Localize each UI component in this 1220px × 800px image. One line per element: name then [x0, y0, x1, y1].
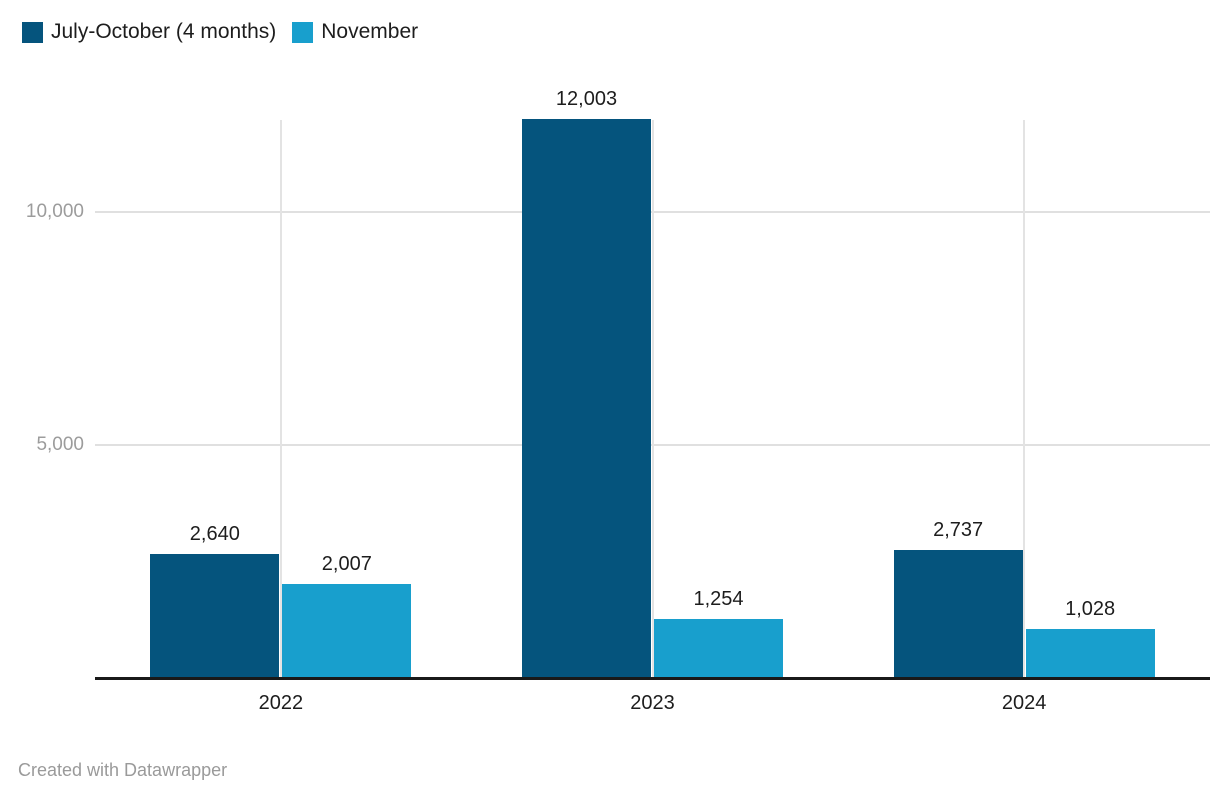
chart-legend: July-October (4 months) November	[22, 19, 418, 45]
bar-november-2023	[654, 618, 783, 677]
y-axis-tick-label: 5,000	[36, 433, 84, 455]
y-axis-tick-label: 10,000	[25, 201, 84, 222]
bar-july-october-2023	[522, 118, 651, 677]
legend-item: November	[292, 19, 418, 45]
legend-label: November	[321, 20, 419, 43]
bar-value-label: 2,007	[321, 552, 372, 575]
category-gridline	[279, 120, 282, 677]
category-gridline	[651, 120, 654, 677]
bar-july-october-2022	[150, 554, 280, 677]
datawrapper-credit-link[interactable]: Created with Datawrapper	[18, 760, 228, 780]
category-gridline	[1023, 120, 1026, 677]
x-axis-category-label: 2023	[630, 692, 675, 714]
bar-value-label: 2,640	[189, 523, 240, 546]
bar-july-october-2024	[893, 549, 1023, 677]
bar-value-label: 1,254	[693, 587, 744, 610]
bar-value-label: 12,003	[555, 87, 618, 110]
x-axis-category-label: 2024	[1001, 692, 1047, 714]
x-axis-category-label: 2022	[258, 692, 304, 714]
legend-color-swatch	[22, 21, 43, 43]
legend-label: July-October (4 months)	[51, 20, 277, 43]
bar-value-label: 2,737	[933, 518, 984, 541]
bar-value-label: 1,028	[1065, 598, 1116, 621]
bar-november-2022	[282, 583, 412, 677]
legend-item: July-October (4 months)	[22, 19, 276, 45]
x-axis-line	[95, 677, 1210, 680]
bar-november-2024	[1025, 629, 1155, 677]
legend-color-swatch	[292, 21, 314, 43]
